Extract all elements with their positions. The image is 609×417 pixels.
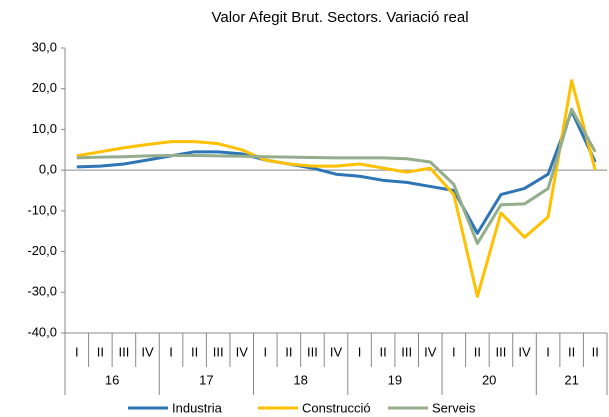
- x-tick-label: III: [496, 344, 507, 359]
- x-tick-label: IV: [518, 344, 531, 359]
- x-tick-label: II: [592, 344, 599, 359]
- y-tick-label: 30,0: [32, 39, 57, 54]
- x-tick-label: III: [401, 344, 412, 359]
- x-tick-label: I: [358, 344, 362, 359]
- legend-label: Industria: [172, 400, 223, 415]
- series-line: [76, 79, 597, 298]
- group-label: 18: [293, 372, 307, 387]
- x-tick-label: II: [191, 344, 198, 359]
- chart-title: Valor Afegit Brut. Sectors. Variació rea…: [211, 9, 468, 26]
- group-label: 19: [388, 372, 402, 387]
- y-tick-label: -20,0: [27, 243, 57, 258]
- y-tick-label: 20,0: [32, 80, 57, 95]
- x-tick-label: III: [213, 344, 224, 359]
- y-tick-label: -40,0: [27, 324, 57, 339]
- x-tick-label: II: [474, 344, 481, 359]
- x-tick-label: IV: [330, 344, 343, 359]
- group-label: 16: [105, 372, 119, 387]
- x-tick-label: II: [285, 344, 292, 359]
- y-tick-label: -10,0: [27, 202, 57, 217]
- group-label: 21: [564, 372, 578, 387]
- y-tick-label: 10,0: [32, 121, 57, 136]
- y-tick-label: -30,0: [27, 284, 57, 299]
- x-tick-label: I: [452, 344, 456, 359]
- x-tick-label: IV: [141, 344, 154, 359]
- x-tick-label: III: [118, 344, 129, 359]
- legend-label: Construcció: [302, 400, 371, 415]
- x-tick-label: II: [380, 344, 387, 359]
- x-tick-label: I: [75, 344, 79, 359]
- x-tick-label: II: [97, 344, 104, 359]
- x-tick-label: I: [263, 344, 267, 359]
- x-tick-label: I: [169, 344, 173, 359]
- group-label: 20: [482, 372, 496, 387]
- x-tick-label: IV: [424, 344, 437, 359]
- x-tick-label: I: [546, 344, 550, 359]
- x-tick-label: II: [568, 344, 575, 359]
- series-line: [76, 107, 597, 245]
- series-line: [76, 109, 597, 235]
- group-label: 17: [199, 372, 213, 387]
- x-tick-label: III: [307, 344, 318, 359]
- y-tick-label: 0,0: [39, 162, 57, 177]
- legend-label: Serveis: [432, 400, 476, 415]
- x-tick-label: IV: [236, 344, 249, 359]
